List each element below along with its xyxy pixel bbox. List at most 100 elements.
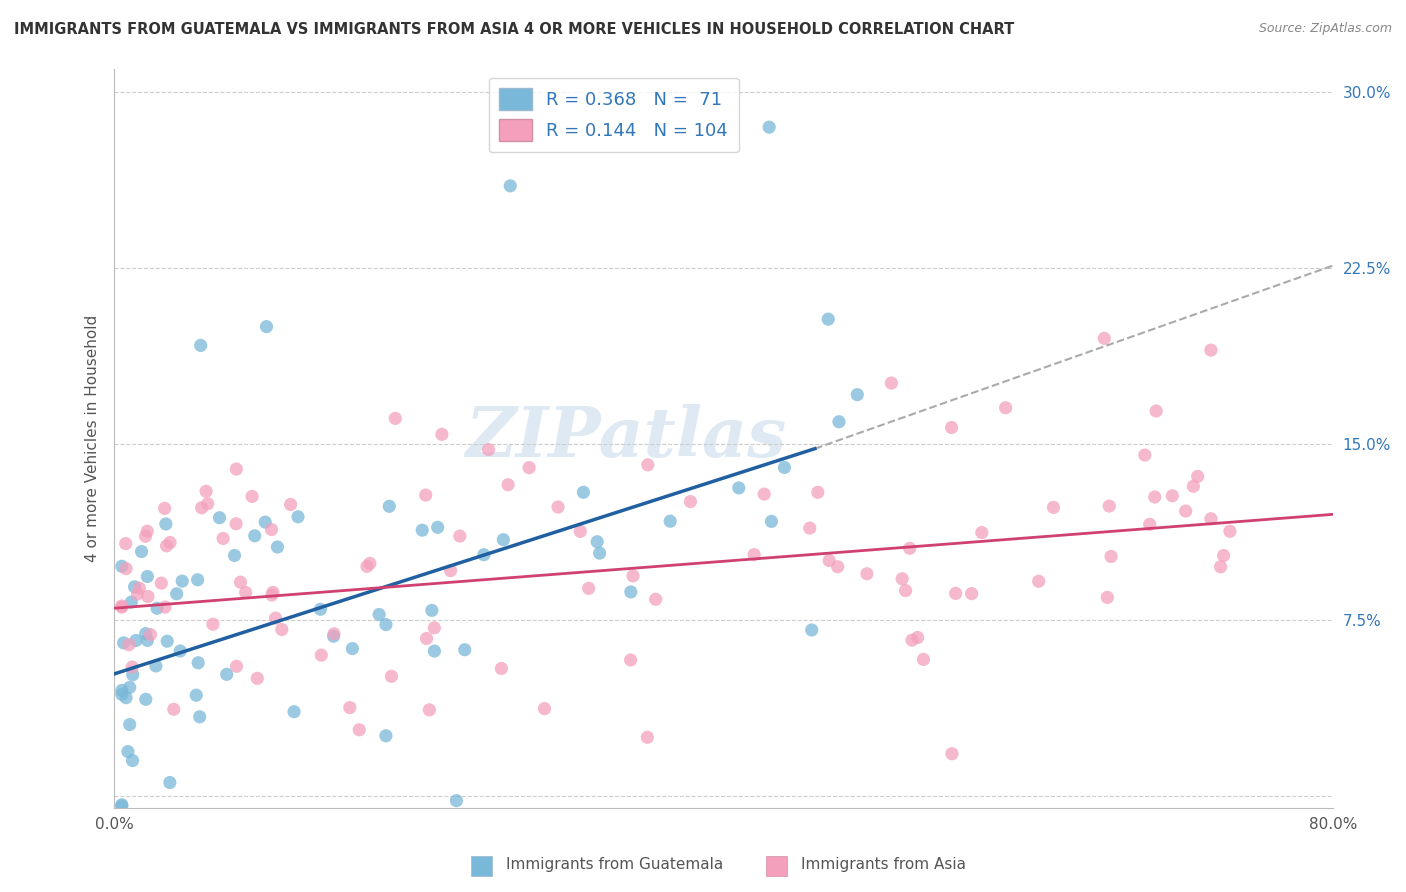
Point xyxy=(156,634,179,648)
Point xyxy=(159,535,181,549)
Point xyxy=(153,600,176,615)
Point xyxy=(588,546,610,560)
Point xyxy=(240,490,263,504)
Point xyxy=(439,564,461,578)
Point xyxy=(894,583,917,598)
Point xyxy=(187,656,209,670)
Point xyxy=(1097,591,1119,605)
Point xyxy=(111,687,134,701)
Point xyxy=(1092,331,1115,345)
Point xyxy=(817,312,839,326)
Point xyxy=(190,338,212,352)
Point xyxy=(827,559,849,574)
Point xyxy=(411,523,433,537)
Point xyxy=(907,631,929,645)
Point xyxy=(190,500,212,515)
Point xyxy=(758,120,780,135)
Point xyxy=(800,623,823,637)
Point xyxy=(446,794,468,808)
Point xyxy=(121,667,143,681)
Point xyxy=(1182,479,1205,493)
Point xyxy=(215,667,238,681)
Point xyxy=(761,515,783,529)
Point xyxy=(311,648,333,662)
Point xyxy=(280,498,302,512)
Point xyxy=(754,487,776,501)
Text: Immigrants from Asia: Immigrants from Asia xyxy=(801,857,966,872)
Point xyxy=(118,717,141,731)
Point xyxy=(727,481,749,495)
Point xyxy=(637,458,659,472)
Point xyxy=(322,629,344,643)
Text: IMMIGRANTS FROM GUATEMALA VS IMMIGRANTS FROM ASIA 4 OR MORE VEHICLES IN HOUSEHOL: IMMIGRANTS FROM GUATEMALA VS IMMIGRANTS … xyxy=(14,22,1014,37)
Point xyxy=(547,500,569,514)
Point xyxy=(659,514,682,528)
Point xyxy=(1099,549,1122,564)
Point xyxy=(118,681,141,695)
Point xyxy=(891,572,914,586)
Point xyxy=(153,501,176,516)
Point xyxy=(145,659,167,673)
Point xyxy=(472,548,495,562)
Point xyxy=(368,607,391,622)
Point xyxy=(517,460,540,475)
Point xyxy=(121,754,143,768)
Point xyxy=(426,520,449,534)
Point xyxy=(135,692,157,706)
Point xyxy=(264,611,287,625)
Point xyxy=(423,621,446,635)
Point xyxy=(134,529,156,543)
Point xyxy=(636,731,658,745)
Point xyxy=(1199,512,1222,526)
Point xyxy=(201,617,224,632)
Point xyxy=(225,659,247,673)
Point xyxy=(163,702,186,716)
Point xyxy=(994,401,1017,415)
Point xyxy=(1042,500,1064,515)
Point xyxy=(1028,574,1050,589)
Point xyxy=(572,485,595,500)
Text: Immigrants from Guatemala: Immigrants from Guatemala xyxy=(506,857,724,872)
Point xyxy=(856,566,879,581)
Point xyxy=(349,723,371,737)
Point xyxy=(423,644,446,658)
Point xyxy=(496,477,519,491)
Point xyxy=(1161,489,1184,503)
Point xyxy=(1143,490,1166,504)
Point xyxy=(188,710,211,724)
Point xyxy=(139,627,162,641)
Point xyxy=(420,603,443,617)
Point xyxy=(112,636,135,650)
Point xyxy=(150,576,173,591)
Point xyxy=(309,602,332,616)
Point xyxy=(124,580,146,594)
Point xyxy=(136,633,159,648)
Point xyxy=(912,652,935,666)
Point xyxy=(283,705,305,719)
Point xyxy=(128,581,150,595)
Point xyxy=(208,510,231,524)
Point xyxy=(1174,504,1197,518)
Point xyxy=(135,626,157,640)
Point xyxy=(828,415,851,429)
Point xyxy=(454,642,477,657)
Point xyxy=(586,534,609,549)
Point xyxy=(111,559,134,574)
Point xyxy=(1144,404,1167,418)
Text: ZIPatlas: ZIPatlas xyxy=(465,404,786,472)
Point xyxy=(960,586,983,600)
Point xyxy=(941,747,963,761)
Point xyxy=(901,633,924,648)
Point xyxy=(415,632,437,646)
Point xyxy=(477,442,499,457)
Point xyxy=(578,582,600,596)
Point xyxy=(111,799,134,814)
Point xyxy=(111,599,134,613)
Point xyxy=(378,500,401,514)
Point xyxy=(254,515,277,529)
Point xyxy=(111,797,134,812)
Point xyxy=(380,669,402,683)
Point xyxy=(818,553,841,567)
Point xyxy=(243,529,266,543)
Point xyxy=(415,488,437,502)
